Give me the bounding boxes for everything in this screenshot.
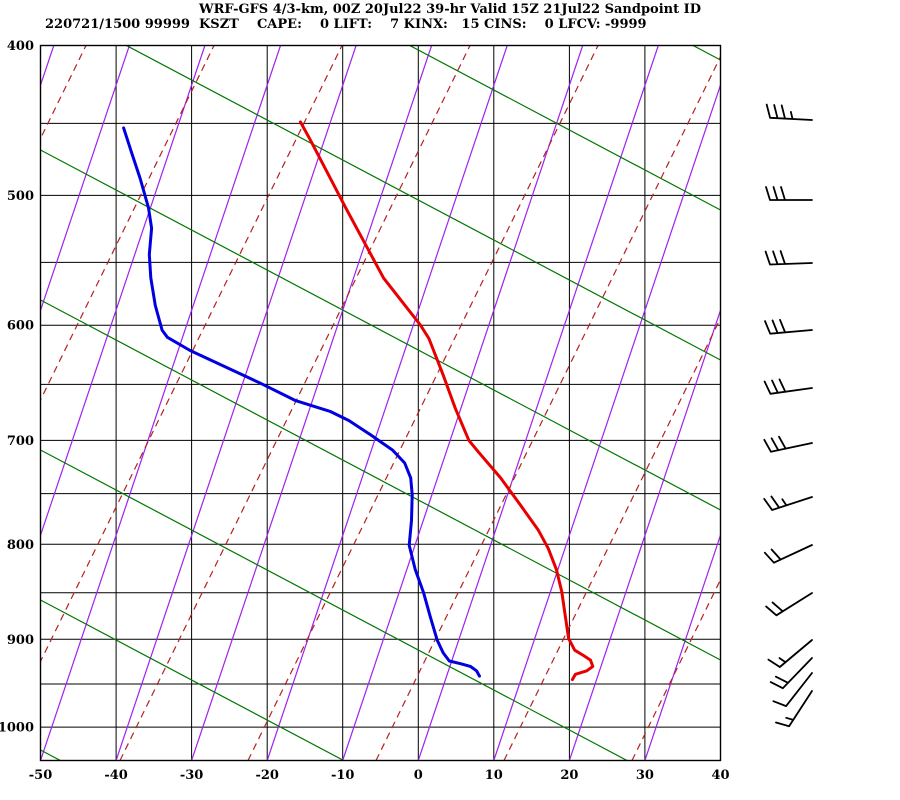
temperature-tick-label: -20 bbox=[255, 768, 279, 783]
isotherm-line bbox=[568, 308, 721, 761]
isotherm-line bbox=[40, 45, 282, 761]
wind-barb bbox=[772, 672, 813, 707]
temperature-tick-label: -30 bbox=[180, 768, 204, 783]
wind-barb bbox=[767, 639, 813, 668]
grid-lines bbox=[40, 45, 721, 761]
station-info-line: 220721/1500 99999 KSZT CAPE: 0 LIFT: 7 K… bbox=[45, 17, 647, 32]
plot-border bbox=[39, 44, 722, 762]
dewpoint-curve bbox=[122, 126, 481, 678]
mixing-ratio-line bbox=[631, 578, 721, 761]
wind-barb bbox=[765, 592, 813, 617]
pressure-tick-label: 400 bbox=[7, 39, 34, 54]
pressure-tick-label: 600 bbox=[7, 319, 34, 334]
dry-adiabat-line bbox=[691, 45, 721, 61]
mixing-ratio-line bbox=[40, 45, 215, 402]
temperature-tick-label: 0 bbox=[414, 768, 423, 783]
wind-barb bbox=[775, 690, 813, 728]
pressure-tick-label: 700 bbox=[7, 434, 34, 449]
isotherm-line bbox=[644, 533, 721, 761]
temperature-tick-label: -10 bbox=[331, 768, 355, 783]
isotherm-line bbox=[40, 45, 206, 538]
dry-adiabat-line bbox=[408, 45, 721, 211]
mixing-ratio-line bbox=[40, 45, 87, 140]
temperature-tick-label: 10 bbox=[485, 768, 503, 783]
axis-labels: 400 500 600 700 800 900 1000 -50 -40 -30 -20 -10 0 10… bbox=[0, 39, 730, 783]
temperature-tick-label: 40 bbox=[711, 768, 729, 783]
chart-title: WRF-GFS 4/3-km, 00Z 20Jul22 39-hr Valid … bbox=[199, 2, 701, 17]
dry-adiabat-line bbox=[40, 299, 721, 661]
isotherm-line bbox=[719, 758, 721, 761]
temperature-tick-label: -50 bbox=[29, 768, 53, 783]
pressure-tick-label: 500 bbox=[7, 189, 34, 204]
wind-barb bbox=[763, 544, 813, 564]
pressure-tick-label: 900 bbox=[7, 633, 34, 648]
isotherm-line bbox=[493, 83, 721, 761]
dry-adiabat-line bbox=[40, 749, 62, 761]
wind-barb bbox=[764, 250, 813, 266]
dry-adiabat-line bbox=[40, 149, 721, 511]
mixing-ratio-line bbox=[503, 316, 721, 761]
mixing-ratio-line bbox=[375, 55, 721, 761]
dry-adiabat-line bbox=[125, 45, 721, 361]
dry-adiabat-line bbox=[40, 599, 345, 761]
wind-barb bbox=[765, 186, 813, 201]
dry-adiabat-line bbox=[40, 449, 629, 761]
isotherm-line bbox=[40, 45, 130, 313]
wind-barb bbox=[763, 435, 813, 453]
mixing-ratio-line bbox=[119, 45, 471, 761]
pressure-tick-label: 800 bbox=[7, 538, 34, 553]
wind-barb-column bbox=[763, 103, 813, 728]
isotherm-line bbox=[191, 45, 433, 761]
wind-barb bbox=[765, 103, 813, 121]
pressure-tick-label: 1000 bbox=[0, 721, 34, 736]
mixing-ratio-line bbox=[40, 45, 343, 663]
mixing-ratio-line bbox=[760, 46, 900, 761]
isotherm-line bbox=[266, 45, 508, 761]
temperature-tick-label: -40 bbox=[104, 768, 128, 783]
wind-barb bbox=[769, 657, 813, 690]
wind-barb bbox=[763, 495, 813, 511]
temperature-tick-label: 20 bbox=[560, 768, 578, 783]
wind-barb bbox=[763, 378, 813, 395]
temperature-curve bbox=[298, 120, 595, 682]
wind-barb bbox=[764, 318, 813, 335]
temperature-tick-label: 30 bbox=[636, 768, 654, 783]
isotherm-line bbox=[417, 45, 659, 761]
isotherm-line bbox=[342, 45, 584, 761]
mixing-ratio-line bbox=[247, 45, 599, 761]
